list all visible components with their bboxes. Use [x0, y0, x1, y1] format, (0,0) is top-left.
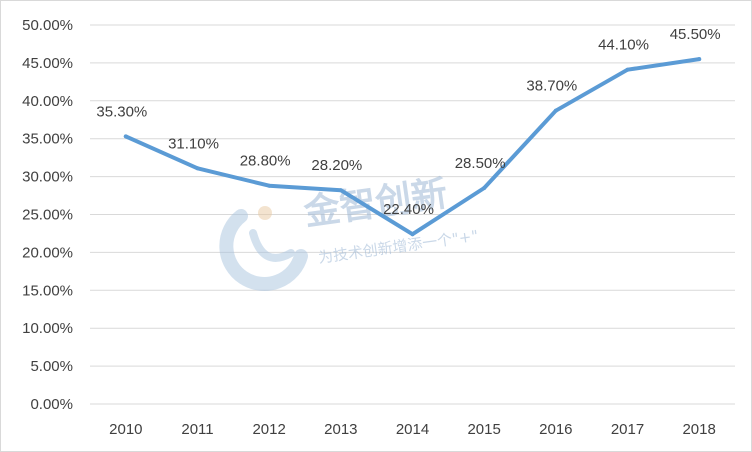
- y-tick-label: 30.00%: [22, 169, 73, 186]
- y-tick-label: 10.00%: [22, 320, 73, 337]
- x-tick-label: 2016: [539, 421, 572, 438]
- x-tick-label: 2014: [396, 421, 429, 438]
- data-label: 28.80%: [240, 153, 291, 170]
- x-tick-label: 2017: [611, 421, 644, 438]
- y-tick-label: 50.00%: [22, 17, 73, 34]
- data-label: 45.50%: [670, 26, 721, 43]
- y-tick-label: 15.00%: [22, 282, 73, 299]
- y-tick-label: 5.00%: [30, 358, 73, 375]
- data-label: 28.20%: [311, 157, 362, 174]
- data-label: 38.70%: [526, 78, 577, 95]
- data-point: [410, 232, 415, 237]
- data-point: [338, 188, 343, 193]
- x-tick-label: 2010: [109, 421, 142, 438]
- axes: 0.00% 5.00% 10.00% 15.00% 20.00% 25.00% 30.00%…: [22, 17, 735, 438]
- series-layer: [123, 57, 702, 237]
- data-label: 31.10%: [168, 135, 219, 152]
- data-point: [697, 57, 702, 62]
- watermark-slogan: 为技术创新增添一个"+": [317, 227, 479, 267]
- data-label: 28.50%: [455, 155, 506, 172]
- data-point: [625, 67, 630, 72]
- data-point: [482, 185, 487, 190]
- data-point: [123, 134, 128, 139]
- watermark: 金智创新 为技术创新增添一个"+": [219, 172, 479, 291]
- y-tick-label: 45.00%: [22, 55, 73, 72]
- y-tick-label: 35.00%: [22, 131, 73, 148]
- y-tick-label: 0.00%: [30, 396, 73, 413]
- y-tick-label: 25.00%: [22, 207, 73, 224]
- data-point: [267, 183, 272, 188]
- gridlines: [90, 24, 735, 367]
- watermark-logo-icon: [219, 206, 308, 291]
- y-tick-label: 40.00%: [22, 93, 73, 110]
- x-tick-label: 2015: [467, 421, 500, 438]
- data-point: [553, 108, 558, 113]
- data-point: [195, 166, 200, 171]
- x-tick-label: 2013: [324, 421, 357, 438]
- data-label: 44.10%: [598, 37, 649, 54]
- y-tick-label: 20.00%: [22, 244, 73, 261]
- data-labels: 35.30% 31.10% 28.80% 28.20% 22.40% 28.50% 38.7…: [96, 26, 720, 218]
- x-tick-label: 2012: [252, 421, 285, 438]
- data-label: 35.30%: [96, 103, 147, 120]
- x-tick-label: 2011: [181, 421, 213, 438]
- x-tick-label: 2018: [682, 421, 715, 438]
- data-label: 22.40%: [383, 201, 434, 218]
